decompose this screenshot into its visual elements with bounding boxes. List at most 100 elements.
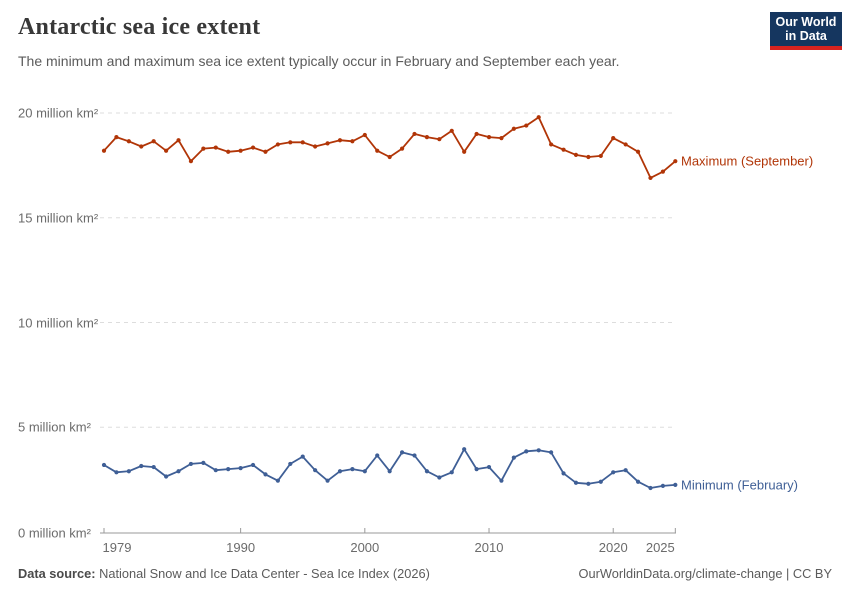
data-point-marker xyxy=(263,149,268,154)
x-axis-label: 2020 xyxy=(598,540,628,555)
owid-logo-line1: Our World xyxy=(775,15,837,29)
data-point-marker xyxy=(648,175,653,181)
data-point-marker xyxy=(412,131,417,137)
owid-logo-line2: in Data xyxy=(785,29,827,43)
data-point-marker xyxy=(325,478,330,483)
data-point-marker xyxy=(114,470,119,475)
y-axis-label: 5 million km² xyxy=(18,419,91,435)
data-point-marker xyxy=(412,453,417,458)
data-point-marker xyxy=(635,149,641,154)
data-point-marker xyxy=(350,467,355,472)
data-point-marker xyxy=(101,148,107,153)
data-point-marker xyxy=(387,154,392,160)
data-point-marker xyxy=(126,469,131,474)
data-point-marker xyxy=(660,169,666,174)
data-point-marker xyxy=(226,467,231,472)
data-point-marker xyxy=(586,154,591,160)
data-point-marker xyxy=(313,468,318,473)
data-point-marker xyxy=(449,128,454,133)
data-point-marker xyxy=(437,137,442,142)
data-point-marker xyxy=(549,142,554,147)
data-point-marker xyxy=(238,466,243,471)
data-point-marker xyxy=(188,461,194,467)
data-point-marker xyxy=(250,145,256,150)
data-point-marker xyxy=(586,481,591,486)
owid-logo-box: Our World in Data xyxy=(770,12,842,46)
data-point-marker xyxy=(300,140,305,145)
data-point-marker xyxy=(337,469,343,474)
data-point-marker xyxy=(673,482,678,487)
data-point-marker xyxy=(611,136,616,141)
data-point-marker xyxy=(250,462,256,468)
data-point-marker xyxy=(673,159,678,164)
data-point-marker xyxy=(598,479,603,484)
data-point-marker xyxy=(598,153,603,159)
data-point-marker xyxy=(536,115,541,120)
data-point-marker xyxy=(524,449,529,454)
x-axis-label: 2000 xyxy=(350,540,380,555)
data-point-marker xyxy=(462,149,467,154)
chart-subtitle: The minimum and maximum sea ice extent t… xyxy=(18,53,620,69)
data-point-marker xyxy=(213,145,218,150)
data-point-marker xyxy=(176,469,181,474)
data-point-marker xyxy=(449,470,454,475)
data-point-marker xyxy=(486,464,492,470)
data-point-marker xyxy=(387,469,392,474)
data-point-marker xyxy=(611,470,616,475)
data-point-marker xyxy=(151,464,156,470)
y-axis-label: 20 million km² xyxy=(18,105,99,121)
data-point-marker xyxy=(275,478,280,483)
data-point-marker xyxy=(660,483,666,489)
data-point-marker xyxy=(635,479,641,484)
data-point-marker xyxy=(623,142,628,147)
data-point-marker xyxy=(511,126,516,131)
data-point-marker xyxy=(164,148,169,153)
data-point-marker xyxy=(623,468,628,473)
data-point-marker xyxy=(648,485,653,491)
data-point-marker xyxy=(561,471,566,476)
data-point-marker xyxy=(474,467,479,472)
data-point-marker xyxy=(399,450,405,455)
data-point-marker xyxy=(213,468,218,473)
data-point-marker xyxy=(325,141,330,146)
data-point-marker xyxy=(524,123,529,128)
data-point-marker xyxy=(139,144,144,149)
data-point-marker xyxy=(549,450,554,455)
owid-credit-link[interactable]: OurWorldinData.org/climate-change | CC B… xyxy=(578,566,832,581)
data-point-marker xyxy=(139,463,144,469)
x-axis-label: 2025 xyxy=(645,540,675,555)
data-point-marker xyxy=(424,134,430,140)
data-point-marker xyxy=(462,447,467,452)
data-point-marker xyxy=(362,469,367,474)
owid-logo[interactable]: Our World in Data xyxy=(770,12,842,50)
data-point-marker xyxy=(114,134,119,140)
data-point-marker xyxy=(573,480,579,485)
data-source-note: Data source: National Snow and Ice Data … xyxy=(18,566,430,581)
data-point-marker xyxy=(226,149,231,154)
data-point-marker xyxy=(424,469,430,474)
data-point-marker xyxy=(288,461,293,467)
data-point-marker xyxy=(499,478,504,483)
data-source-text: National Snow and Ice Data Center - Sea … xyxy=(95,566,430,581)
y-axis-label: 15 million km² xyxy=(18,210,99,226)
data-point-marker xyxy=(275,142,280,147)
maximum-series-label: Maximum (September) xyxy=(681,153,814,169)
data-point-marker xyxy=(499,136,504,141)
data-point-marker xyxy=(486,134,492,140)
data-point-marker xyxy=(399,146,405,151)
data-point-marker xyxy=(573,152,579,157)
x-axis-label: 2010 xyxy=(474,540,504,555)
data-point-marker xyxy=(263,472,268,477)
minimum-series-label: Minimum (February) xyxy=(681,477,799,493)
data-point-marker xyxy=(474,131,479,137)
data-point-marker xyxy=(288,140,293,145)
data-point-marker xyxy=(201,460,206,465)
data-point-marker xyxy=(176,138,181,143)
maximum-series-line xyxy=(103,116,676,179)
data-point-marker xyxy=(362,132,367,138)
data-point-marker xyxy=(350,139,355,144)
x-axis-label: 1979 xyxy=(102,540,132,555)
data-point-marker xyxy=(164,474,169,479)
y-axis-label: 0 million km² xyxy=(18,525,91,541)
